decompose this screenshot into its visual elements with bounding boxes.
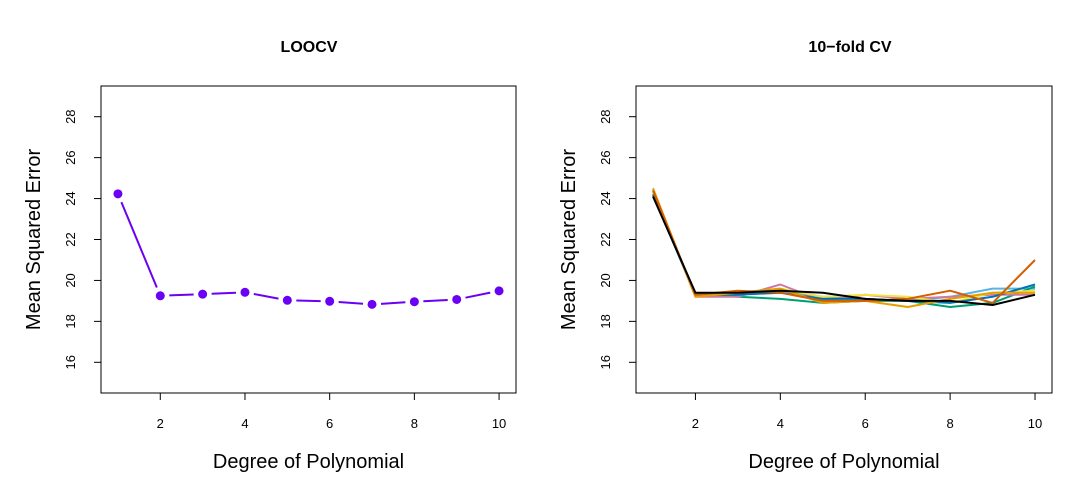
y-tick-label: 28: [598, 109, 613, 123]
x-tick-label: 6: [862, 416, 869, 431]
x-tick-label: 4: [241, 416, 248, 431]
x-tick-label: 8: [947, 416, 954, 431]
series-line-segment: [465, 291, 491, 299]
y-tick-label: 16: [63, 355, 78, 369]
x-tick-label: 6: [326, 416, 333, 431]
series-line-segment: [253, 292, 279, 300]
series-line: [652, 187, 1035, 308]
x-axis-label: Degree of Polynomial: [748, 451, 939, 473]
y-tick-label: 18: [598, 314, 613, 328]
x-tick-label: 2: [692, 416, 699, 431]
data-point: [282, 295, 292, 305]
y-tick-label: 20: [598, 273, 613, 287]
data-point: [240, 287, 250, 297]
y-tick-label: 18: [63, 314, 78, 328]
chart-title: 10−fold CV: [808, 39, 891, 56]
series-line: [652, 194, 1036, 304]
data-point: [452, 294, 462, 304]
x-axis-label: Degree of Polynomial: [213, 451, 404, 473]
y-tick-label: 16: [598, 355, 613, 369]
plot-frame: [100, 85, 517, 394]
x-tick-label: 4: [777, 416, 784, 431]
x-tick-label: 2: [157, 416, 164, 431]
chart-title: LOOCV: [281, 39, 338, 56]
y-tick-label: 24: [63, 191, 78, 205]
data-point: [367, 299, 377, 309]
series-line: [652, 190, 1036, 304]
y-tick-label: 26: [63, 150, 78, 164]
y-tick-label: 26: [598, 150, 613, 164]
y-tick-label: 22: [63, 232, 78, 246]
x-tick-label: 8: [411, 416, 418, 431]
y-axis-label: Mean Squared Error: [23, 149, 45, 331]
y-tick-label: 24: [598, 191, 613, 205]
series-line-segment: [211, 291, 237, 295]
series-line: [652, 194, 1036, 308]
series-line-segment: [380, 301, 406, 305]
x-tick-label: 10: [1028, 416, 1042, 431]
series-line: [652, 192, 1036, 304]
series-line: [652, 196, 1036, 306]
x-tick-label: 10: [492, 416, 506, 431]
series-line-segment: [338, 300, 364, 305]
series-line: [652, 192, 1035, 302]
data-point: [325, 296, 335, 306]
series-line-segment: [169, 293, 194, 297]
series-line: [652, 190, 1035, 302]
series-line-segment: [120, 201, 158, 288]
data-point: [494, 286, 504, 296]
plot-frame: [635, 85, 1053, 394]
data-point: [198, 289, 208, 299]
y-tick-label: 22: [598, 232, 613, 246]
data-point: [113, 189, 123, 199]
y-tick-label: 28: [63, 109, 78, 123]
series-line-segment: [423, 298, 448, 303]
y-axis-label: Mean Squared Error: [558, 149, 580, 331]
y-tick-label: 20: [63, 273, 78, 287]
series-line-segment: [296, 299, 321, 303]
data-point: [155, 291, 165, 301]
data-point: [409, 297, 419, 307]
